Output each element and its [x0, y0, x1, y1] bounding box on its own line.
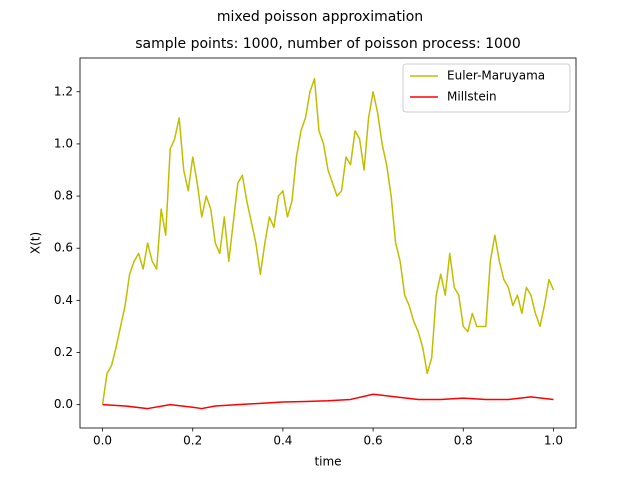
y-tick-label: 1.2	[54, 84, 73, 98]
x-tick-label: 0.2	[183, 434, 202, 448]
line-series	[102, 393, 554, 410]
x-tick-label: 1.0	[544, 434, 563, 448]
legend: Euler-Maruyama Millstein	[402, 63, 571, 113]
legend-label: Millstein	[447, 90, 497, 104]
x-tick-label: 0.8	[454, 434, 473, 448]
y-tick-label: 0.4	[54, 293, 73, 307]
plot-frame	[79, 57, 577, 429]
y-tick-label: 1.0	[54, 136, 73, 150]
x-tick-label: 0.6	[364, 434, 383, 448]
y-tick-label: 0.8	[54, 189, 73, 203]
y-tick-label: 0.2	[54, 345, 73, 359]
y-tick-label: 0.6	[54, 241, 73, 255]
legend-label: Euler-Maruyama	[447, 69, 545, 83]
x-tick-label: 0.4	[273, 434, 292, 448]
chart-subtitle: sample points: 1000, number of poisson p…	[135, 36, 521, 52]
y-tick-label: 0.0	[54, 397, 73, 411]
legend-box	[402, 63, 571, 113]
x-axis-label: time	[314, 455, 341, 469]
chart-title: mixed poisson approximation	[217, 9, 423, 25]
y-axis-label: X(t)	[29, 232, 43, 254]
line-series	[101, 77, 555, 405]
x-tick-label: 0.0	[93, 434, 112, 448]
